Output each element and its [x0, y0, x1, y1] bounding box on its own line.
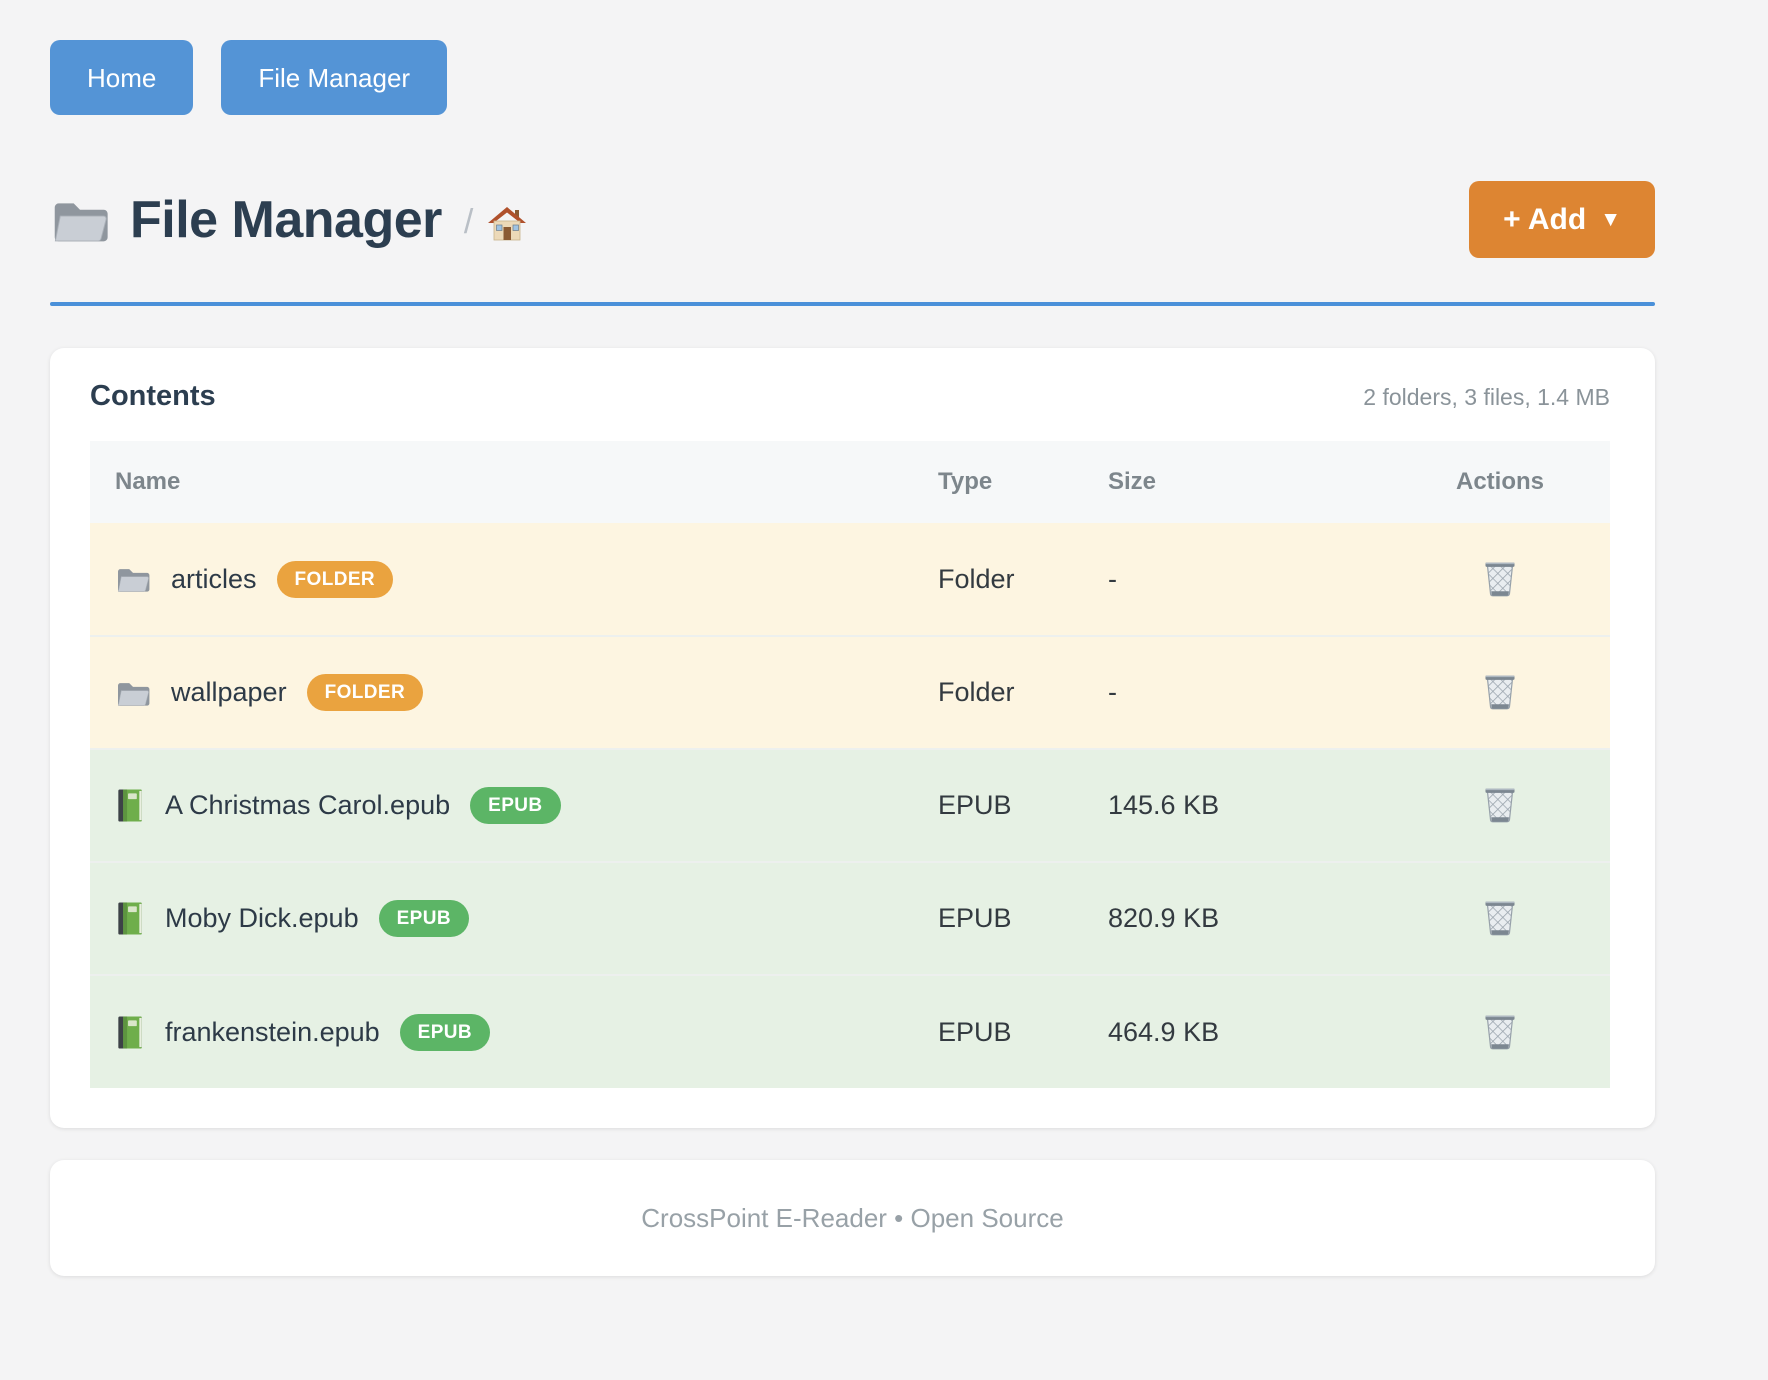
- type-badge: EPUB: [470, 787, 561, 824]
- name-cell[interactable]: articles FOLDER: [90, 560, 938, 598]
- file-name: frankenstein.epub: [165, 1016, 380, 1047]
- size-cell: 464.9 KB: [1108, 974, 1390, 1088]
- type-badge: FOLDER: [306, 674, 424, 711]
- header-divider: [50, 302, 1655, 306]
- breadcrumb-separator: /: [463, 203, 474, 241]
- column-header-name: Name: [90, 441, 938, 523]
- wastebasket-icon: [1483, 901, 1517, 940]
- contents-table: Name Type Size Actions: [90, 441, 1610, 1088]
- table-row: articles FOLDER Folder -: [90, 523, 1610, 636]
- file-name: Moby Dick.epub: [165, 903, 359, 933]
- type-cell: EPUB: [938, 748, 1108, 862]
- page-title: File Manager: [130, 190, 442, 249]
- green-book-icon: [115, 788, 145, 823]
- column-header-size: Size: [1108, 441, 1390, 523]
- page-header: File Manager / + Add ▼: [50, 181, 1655, 258]
- type-badge: EPUB: [378, 900, 469, 937]
- type-cell: Folder: [938, 523, 1108, 636]
- column-header-type: Type: [938, 441, 1108, 523]
- folder-icon: [115, 564, 151, 594]
- type-cell: EPUB: [938, 974, 1108, 1088]
- house-icon[interactable]: [487, 204, 527, 244]
- add-button[interactable]: + Add ▼: [1469, 181, 1655, 258]
- table-row: A Christmas Carol.epub EPUB EPUB 145.6 K…: [90, 748, 1610, 862]
- page: Home File Manager File Manager / + Add ▼: [50, 0, 1655, 1276]
- add-button-label: + Add: [1503, 202, 1587, 236]
- contents-table-body: articles FOLDER Folder -: [90, 523, 1610, 1088]
- delete-button[interactable]: [1479, 667, 1521, 718]
- name-cell[interactable]: Moby Dick.epub EPUB: [90, 900, 938, 937]
- table-row: frankenstein.epub EPUB EPUB 464.9 KB: [90, 974, 1610, 1088]
- file-manager-nav-button[interactable]: File Manager: [221, 40, 448, 115]
- folder-icon: [54, 202, 108, 241]
- delete-button[interactable]: [1479, 893, 1521, 944]
- size-cell: 145.6 KB: [1108, 748, 1390, 862]
- contents-card-header: Contents 2 folders, 3 files, 1.4 MB: [90, 380, 1610, 413]
- file-name: articles: [171, 563, 257, 594]
- delete-button[interactable]: [1479, 1007, 1521, 1058]
- wastebasket-icon: [1483, 675, 1517, 714]
- type-cell: EPUB: [938, 861, 1108, 975]
- column-header-actions: Actions: [1390, 441, 1610, 523]
- footer: CrossPoint E-Reader • Open Source: [50, 1160, 1655, 1276]
- contents-summary: 2 folders, 3 files, 1.4 MB: [1363, 384, 1610, 410]
- size-cell: 820.9 KB: [1108, 861, 1390, 975]
- type-cell: Folder: [938, 635, 1108, 749]
- name-cell[interactable]: wallpaper FOLDER: [90, 674, 938, 711]
- table-row: wallpaper FOLDER Folder -: [90, 635, 1610, 749]
- folder-icon: [115, 678, 151, 708]
- wastebasket-icon: [1483, 562, 1517, 601]
- contents-title: Contents: [90, 380, 216, 412]
- wastebasket-icon: [1483, 1015, 1517, 1054]
- top-navigation: Home File Manager: [50, 0, 1655, 115]
- name-cell[interactable]: frankenstein.epub EPUB: [90, 1013, 938, 1051]
- green-book-icon: [115, 901, 145, 936]
- footer-text: CrossPoint E-Reader • Open Source: [641, 1202, 1064, 1233]
- table-header-row: Name Type Size Actions: [90, 441, 1610, 523]
- green-book-icon: [115, 1015, 145, 1050]
- delete-button[interactable]: [1479, 554, 1521, 605]
- type-badge: FOLDER: [276, 560, 394, 598]
- delete-button[interactable]: [1479, 780, 1521, 831]
- contents-card: Contents 2 folders, 3 files, 1.4 MB Name…: [50, 348, 1655, 1128]
- caret-down-icon: ▼: [1600, 208, 1621, 231]
- type-badge: EPUB: [399, 1013, 491, 1051]
- title-group: File Manager /: [50, 190, 527, 250]
- file-name: wallpaper: [171, 677, 287, 707]
- table-row: Moby Dick.epub EPUB EPUB 820.9 KB: [90, 861, 1610, 975]
- file-name: A Christmas Carol.epub: [165, 790, 451, 820]
- size-cell: -: [1108, 523, 1390, 636]
- size-cell: -: [1108, 635, 1390, 749]
- name-cell[interactable]: A Christmas Carol.epub EPUB: [90, 787, 938, 824]
- home-nav-button[interactable]: Home: [50, 40, 194, 115]
- wastebasket-icon: [1483, 788, 1517, 827]
